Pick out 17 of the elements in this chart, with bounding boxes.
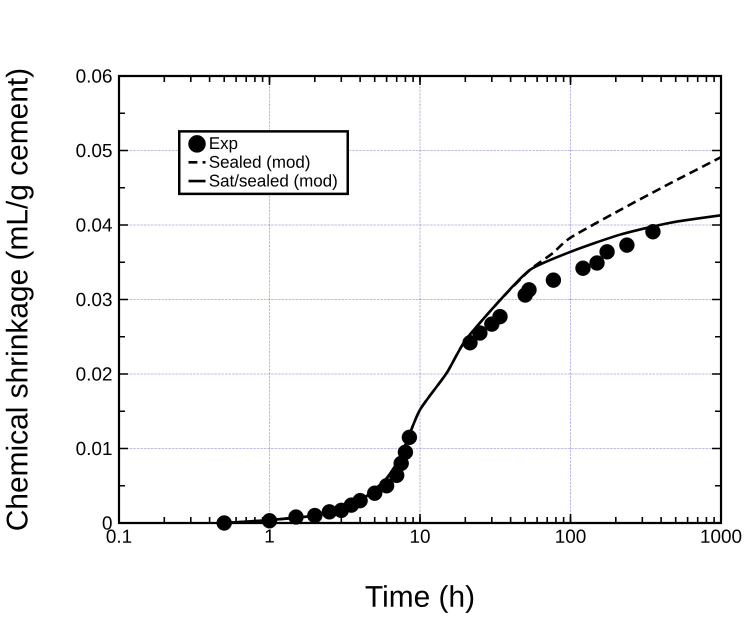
y-tick-label: 0.03 xyxy=(76,292,112,306)
x-tick-label: 10 xyxy=(410,530,430,543)
x-tick-label: 100 xyxy=(556,530,586,543)
legend-label: Exp xyxy=(210,137,238,152)
x-tick-label: 1000 xyxy=(701,530,742,543)
legend-label: Sealed (mod) xyxy=(210,155,310,172)
y-tick-label: 0.01 xyxy=(76,442,112,456)
y-tick-label: 0.05 xyxy=(76,144,112,158)
x-tick-label: 0.1 xyxy=(106,530,132,543)
y-tick-label: 0.04 xyxy=(76,218,112,232)
y-tick-label: 0 xyxy=(102,516,112,530)
legend-label: Sat/sealed (mod) xyxy=(210,174,337,190)
y-tick-label: 0.02 xyxy=(76,367,112,381)
y-tick-label: 0.06 xyxy=(76,69,112,83)
x-tick-label: 1 xyxy=(266,530,274,543)
y-axis-title: Chemical shrinkage (mL/g cement) xyxy=(6,70,34,530)
x-axis-title: Time (h) xyxy=(366,585,474,613)
